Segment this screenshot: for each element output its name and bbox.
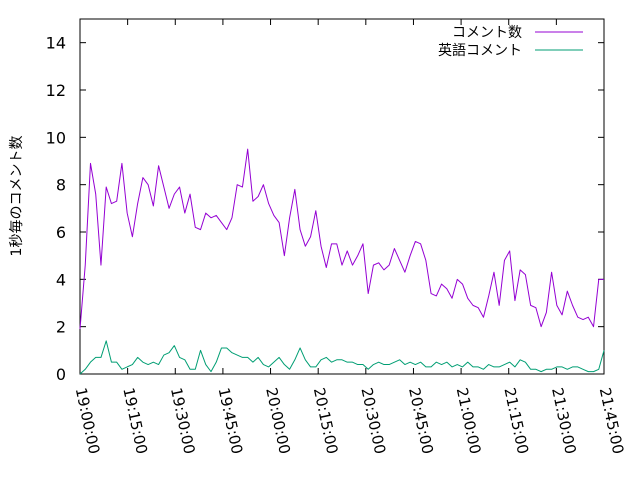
x-axis: 19:00:00 19:15:00 19:30:00 19:45:00 20:00:00… (72, 19, 628, 456)
series-group (79, 148, 605, 375)
x-tick-label: 20:00:00 (262, 386, 294, 456)
series-line-1 (79, 340, 605, 375)
legend-label: コメント数 (452, 25, 522, 41)
y-tick-label: 0 (56, 365, 66, 384)
y-tick-label: 2 (56, 318, 66, 337)
x-tick-label: 19:45:00 (215, 386, 247, 456)
y-tick-label: 8 (56, 176, 66, 195)
y-tick-label: 14 (46, 34, 66, 53)
x-tick-label: 21:30:00 (548, 386, 580, 456)
y-tick-label: 6 (56, 223, 66, 242)
y-axis-label: 1秒毎のコメント数 (9, 136, 25, 257)
x-tick-label: 19:00:00 (72, 386, 104, 456)
series-line-0 (79, 148, 604, 330)
legend-label: 英語コメント (438, 42, 522, 59)
y-tick-label: 4 (56, 270, 66, 289)
x-tick-label: 21:45:00 (596, 386, 628, 456)
x-tick-label: 19:30:00 (167, 386, 199, 456)
x-tick-label: 21:00:00 (453, 386, 485, 456)
y-axis: 0 2 4 6 8 10 12 14 (46, 34, 604, 384)
x-tick-label: 19:15:00 (119, 386, 151, 456)
y-tick-label: 12 (46, 81, 66, 100)
x-tick-label: 20:15:00 (310, 386, 342, 456)
x-tick-label: 20:45:00 (405, 386, 437, 456)
y-tick-label: 10 (46, 128, 66, 147)
x-tick-label: 21:15:00 (500, 386, 532, 456)
x-tick-label: 20:30:00 (358, 386, 390, 456)
plot-frame (79, 18, 605, 375)
